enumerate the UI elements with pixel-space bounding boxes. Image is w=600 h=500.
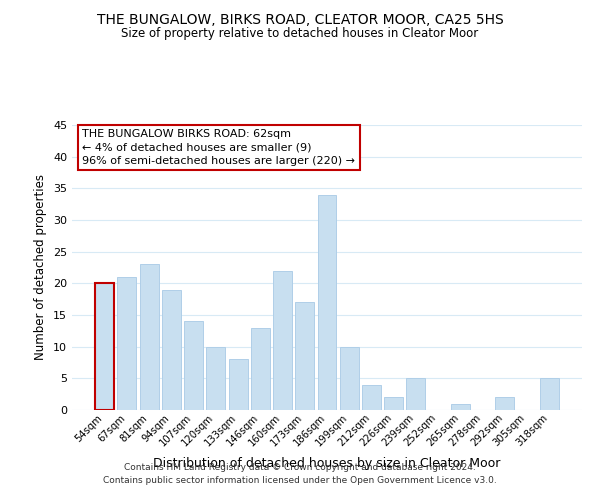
Bar <box>496 398 514 410</box>
Bar <box>340 346 359 410</box>
X-axis label: Distribution of detached houses by size in Cleator Moor: Distribution of detached houses by size … <box>154 456 500 469</box>
Bar <box>295 302 314 410</box>
Bar <box>317 194 337 410</box>
Bar <box>206 346 225 410</box>
Bar <box>273 270 292 410</box>
Text: Contains HM Land Registry data © Crown copyright and database right 2024.: Contains HM Land Registry data © Crown c… <box>124 464 476 472</box>
Bar <box>95 284 114 410</box>
Bar <box>251 328 270 410</box>
Y-axis label: Number of detached properties: Number of detached properties <box>34 174 47 360</box>
Text: Contains public sector information licensed under the Open Government Licence v3: Contains public sector information licen… <box>103 476 497 485</box>
Bar <box>362 384 381 410</box>
Bar <box>540 378 559 410</box>
Bar <box>406 378 425 410</box>
Text: THE BUNGALOW BIRKS ROAD: 62sqm
← 4% of detached houses are smaller (9)
96% of se: THE BUNGALOW BIRKS ROAD: 62sqm ← 4% of d… <box>82 130 355 166</box>
Bar <box>451 404 470 410</box>
Text: Size of property relative to detached houses in Cleator Moor: Size of property relative to detached ho… <box>121 28 479 40</box>
Text: THE BUNGALOW, BIRKS ROAD, CLEATOR MOOR, CA25 5HS: THE BUNGALOW, BIRKS ROAD, CLEATOR MOOR, … <box>97 12 503 26</box>
Bar <box>118 277 136 410</box>
Bar <box>162 290 181 410</box>
Bar <box>229 360 248 410</box>
Bar <box>384 398 403 410</box>
Bar <box>184 322 203 410</box>
Bar <box>140 264 158 410</box>
